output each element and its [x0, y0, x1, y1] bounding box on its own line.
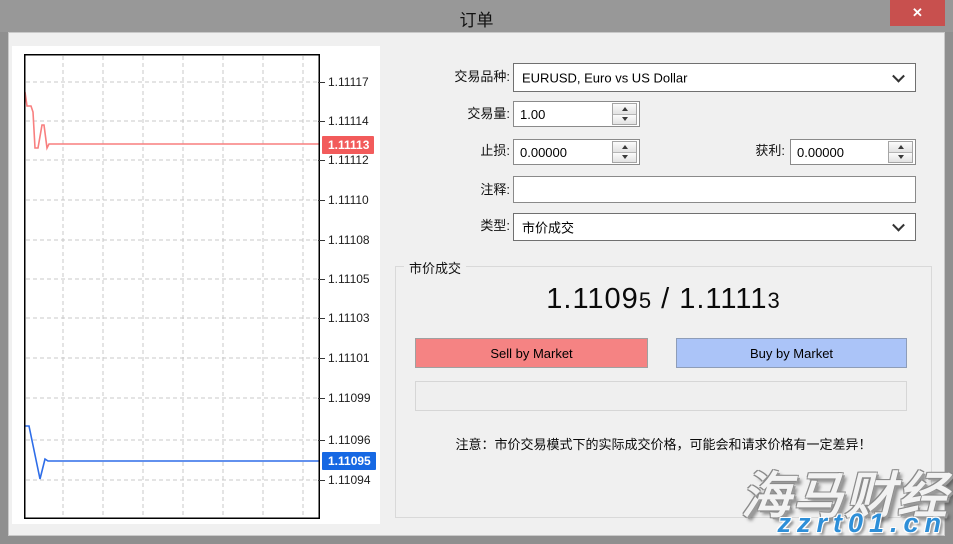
order-type-select-value: 市价成交 — [522, 220, 575, 236]
titlebar: 订单 ✕ — [0, 0, 953, 32]
take-profit-spin-buttons — [888, 141, 913, 163]
bid-price-last-digit: 5 — [638, 288, 653, 313]
arrow-up-icon — [621, 144, 628, 149]
tick-chart-svg — [24, 54, 320, 519]
buy-by-market-button[interactable]: Buy by Market — [676, 338, 907, 368]
axis-price-label: 1.11117 — [328, 75, 369, 89]
stop-loss-label: 止损: — [480, 143, 510, 158]
axis-price-label: 1.11096 — [328, 433, 371, 447]
comment-input[interactable] — [513, 176, 916, 203]
symbol-select[interactable]: EURUSD, Euro vs US Dollar — [513, 63, 916, 92]
volume-stepper[interactable] — [513, 101, 640, 127]
arrow-up-icon — [897, 144, 904, 149]
ask-price-badge: 1.11113 — [322, 136, 375, 154]
order-type-label: 类型: — [480, 218, 510, 233]
chevron-down-icon — [892, 218, 905, 232]
symbol-select-value: EURUSD, Euro vs US Dollar — [522, 70, 688, 85]
market-execution-group: 市价成交 — [395, 258, 932, 518]
arrow-down-icon — [621, 117, 628, 122]
spin-up-button[interactable] — [613, 104, 636, 115]
spin-down-button[interactable] — [613, 152, 636, 162]
comment-label: 注释: — [480, 182, 510, 197]
arrow-down-icon — [621, 155, 628, 160]
axis-price-label: 1.11110 — [328, 193, 369, 207]
close-button[interactable]: ✕ — [890, 0, 945, 26]
take-profit-stepper[interactable] — [790, 139, 916, 165]
bid-price-badge: 1.11095 — [322, 452, 376, 470]
ask-price: 1.1111 — [679, 283, 768, 315]
ask-line — [24, 91, 320, 151]
axis-price-label: 1.11099 — [328, 391, 371, 405]
stop-loss-stepper[interactable] — [513, 139, 640, 165]
gridlines — [26, 56, 318, 517]
dialog-title: 订单 — [459, 11, 494, 30]
price-quote: 1.11095 / 1.11113 — [395, 283, 932, 323]
axis-price-label: 1.11103 — [328, 311, 370, 325]
bid-line — [25, 425, 320, 480]
axis-price-label: 1.11114 — [328, 114, 369, 128]
bid-price: 1.1109 — [546, 283, 639, 315]
arrow-up-icon — [621, 106, 628, 111]
spin-up-button[interactable] — [613, 142, 636, 153]
status-bar — [415, 381, 907, 411]
price-chart-panel: 1.11117 1.11114 1.11113 1.11112 1.11110 1.111… — [12, 46, 380, 524]
price-separator: / — [652, 283, 680, 315]
spin-up-button[interactable] — [889, 142, 912, 153]
spin-down-button[interactable] — [889, 152, 912, 162]
volume-spin-buttons — [612, 103, 637, 125]
axis-price-label: 1.11105 — [328, 272, 370, 286]
axis-price-label: 1.11108 — [328, 233, 370, 247]
watermark-site: zzrt01.cn — [777, 508, 947, 538]
take-profit-label: 获利: — [755, 143, 785, 158]
axis-price-label: 1.11101 — [328, 351, 370, 365]
stop-loss-spin-buttons — [612, 141, 637, 163]
spin-down-button[interactable] — [613, 114, 636, 124]
market-execution-group-label: 市价成交 — [404, 258, 467, 277]
chevron-down-icon — [892, 69, 905, 83]
ask-price-last-digit: 3 — [767, 288, 781, 313]
arrow-down-icon — [897, 155, 904, 160]
volume-label: 交易量: — [467, 106, 510, 121]
note-text: 注意：市价交易模式下的实际成交价格，可能会和请求价格有一定差异！ — [455, 437, 872, 452]
axis-price-label: 1.11094 — [328, 473, 371, 487]
axis-price-label: 1.11112 — [328, 153, 369, 167]
watermark-brand: 海马财经 — [741, 468, 949, 524]
sell-by-market-button[interactable]: Sell by Market — [415, 338, 648, 368]
order-type-select[interactable]: 市价成交 — [513, 213, 916, 241]
symbol-label: 交易品种: — [454, 69, 510, 84]
chart-border — [24, 54, 320, 519]
